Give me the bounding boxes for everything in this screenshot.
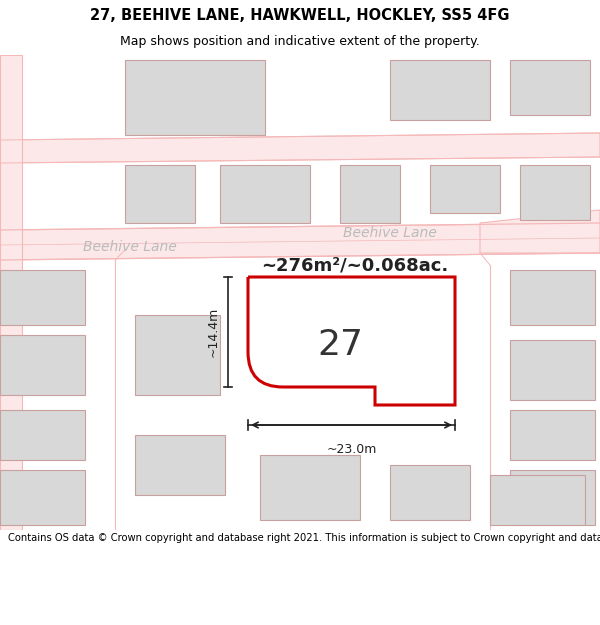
Polygon shape xyxy=(510,410,595,460)
Polygon shape xyxy=(125,60,265,135)
Polygon shape xyxy=(0,223,600,260)
Polygon shape xyxy=(480,210,600,253)
Polygon shape xyxy=(0,270,85,325)
Polygon shape xyxy=(390,60,490,120)
Polygon shape xyxy=(260,455,360,520)
Polygon shape xyxy=(430,165,500,213)
PathPatch shape xyxy=(248,277,455,405)
Polygon shape xyxy=(135,315,220,395)
Text: ~14.4m: ~14.4m xyxy=(207,307,220,357)
Polygon shape xyxy=(510,470,595,525)
Polygon shape xyxy=(0,470,85,525)
Text: ~276m²/~0.068ac.: ~276m²/~0.068ac. xyxy=(262,256,449,274)
Text: Beehive Lane: Beehive Lane xyxy=(343,226,437,240)
Polygon shape xyxy=(510,340,595,400)
Polygon shape xyxy=(340,165,400,223)
Text: 27: 27 xyxy=(317,328,363,362)
Polygon shape xyxy=(390,465,470,520)
Polygon shape xyxy=(490,475,585,525)
Polygon shape xyxy=(125,165,195,223)
Polygon shape xyxy=(135,435,225,495)
Text: Beehive Lane: Beehive Lane xyxy=(83,240,177,254)
Polygon shape xyxy=(0,55,22,530)
Polygon shape xyxy=(520,165,590,220)
Polygon shape xyxy=(220,165,310,223)
Polygon shape xyxy=(510,60,590,115)
Polygon shape xyxy=(510,270,595,325)
Polygon shape xyxy=(0,133,600,163)
Text: 27, BEEHIVE LANE, HAWKWELL, HOCKLEY, SS5 4FG: 27, BEEHIVE LANE, HAWKWELL, HOCKLEY, SS5… xyxy=(90,8,510,23)
Polygon shape xyxy=(0,335,85,395)
Text: Map shows position and indicative extent of the property.: Map shows position and indicative extent… xyxy=(120,35,480,48)
Polygon shape xyxy=(0,410,85,460)
Text: Contains OS data © Crown copyright and database right 2021. This information is : Contains OS data © Crown copyright and d… xyxy=(8,533,600,543)
Text: ~23.0m: ~23.0m xyxy=(326,443,377,456)
